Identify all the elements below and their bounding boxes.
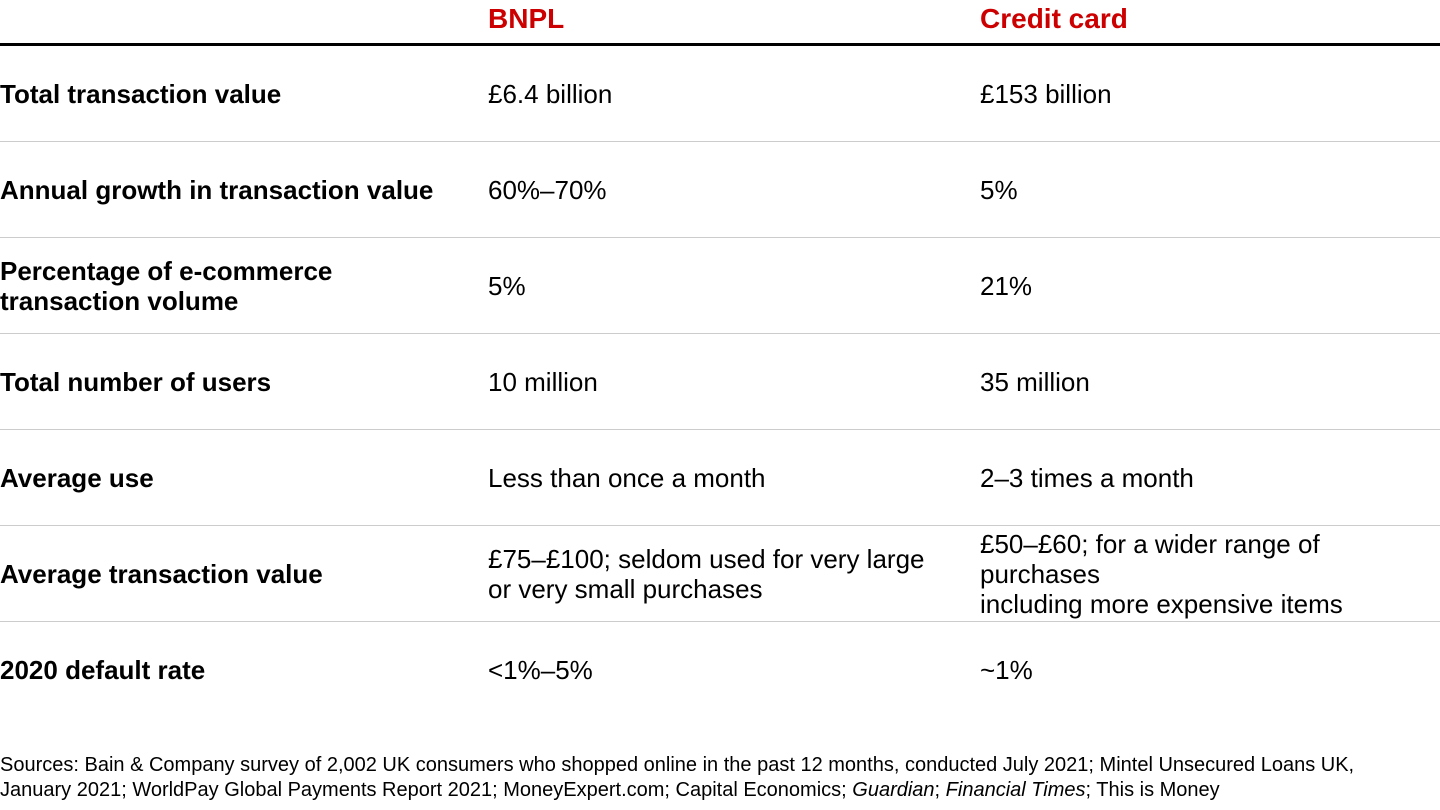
source-guardian: Guardian: [852, 779, 935, 801]
table-row-annual-growth: Annual growth in transaction value 60%–7…: [0, 142, 1440, 238]
credit-card-value: ~1%: [980, 655, 1033, 685]
table-row-total-users: Total number of users 10 million 35 mill…: [0, 334, 1440, 430]
bnpl-value: Less than once a month: [488, 462, 766, 493]
bnpl-value: <1%–5%: [488, 655, 593, 685]
table-row-average-transaction-value: Average transaction value £75–£100; seld…: [0, 526, 1440, 622]
table-header-row: BNPL Credit card: [0, 0, 1440, 43]
sources-text: Sources: Bain & Company survey of 2,002 …: [0, 754, 1355, 801]
sources-footnote: Sources: Bain & Company survey of 2,002 …: [0, 753, 1440, 803]
bnpl-value: 60%–70%: [488, 174, 607, 205]
table-row-ecommerce-volume-percentage: Percentage of e-commerce transaction vol…: [0, 238, 1440, 334]
table-row-total-transaction-value: Total transaction value £6.4 billion £15…: [0, 46, 1440, 142]
sources-separator: ;: [934, 779, 946, 801]
source-financial-times: Financial Times: [945, 779, 1086, 801]
bnpl-value: £6.4 billion: [488, 78, 613, 109]
column-header-credit-card: Credit card: [980, 3, 1128, 34]
row-label: Percentage of e-commerce transaction vol…: [0, 255, 333, 316]
table-row-average-use: Average use Less than once a month 2–3 t…: [0, 430, 1440, 526]
sources-suffix: ; This is Money: [1085, 779, 1220, 801]
header-cell-empty: [0, 0, 488, 43]
credit-card-value: 35 million: [980, 366, 1090, 397]
row-label: Average use: [0, 462, 154, 493]
credit-card-value: 21%: [980, 270, 1033, 301]
credit-card-value: 2–3 times a month: [980, 462, 1194, 493]
row-label: Average transaction value: [0, 558, 323, 589]
credit-card-value: £50–£60; for a wider range of purchases …: [980, 528, 1343, 619]
table-row-default-rate: 2020 default rate <1%–5% ~1%: [0, 622, 1440, 718]
row-label: Total number of users: [0, 366, 272, 397]
table-body: Total transaction value £6.4 billion £15…: [0, 43, 1440, 718]
bnpl-value: 10 million: [488, 366, 598, 397]
bnpl-value: £75–£100; seldom used for very large or …: [488, 543, 925, 604]
bnpl-value: 5%: [488, 270, 526, 301]
row-label: Total transaction value: [0, 78, 282, 109]
column-header-bnpl: BNPL: [488, 3, 565, 34]
row-label: Annual growth in transaction value: [0, 174, 434, 205]
credit-card-value: £153 billion: [980, 78, 1112, 109]
credit-card-value: 5%: [980, 174, 1018, 205]
row-label: 2020 default rate: [0, 655, 206, 685]
